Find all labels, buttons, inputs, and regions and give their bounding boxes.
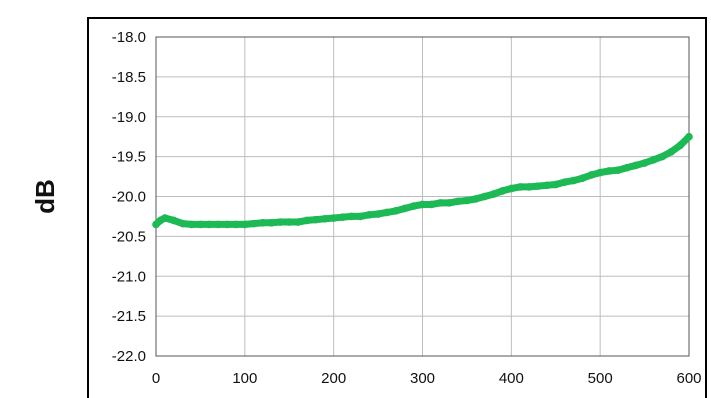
- data-point: [374, 210, 382, 218]
- data-point: [223, 220, 231, 229]
- data-point: [267, 219, 276, 227]
- y-tick-label: -22.0: [112, 348, 146, 365]
- y-tick-label: -19.0: [112, 109, 146, 126]
- data-point: [667, 148, 676, 156]
- data-point: [498, 187, 507, 195]
- data-point: [454, 197, 462, 206]
- data-point: [329, 214, 338, 222]
- data-point: [303, 216, 311, 225]
- data-point: [196, 220, 205, 229]
- y-tick-labels: -18.0 -18.5 -19.0 -19.5 -20.0 -20.5 -21.0 -21.5…: [112, 29, 146, 365]
- data-point: [285, 218, 294, 226]
- data-point: [312, 215, 320, 224]
- data-point: [623, 163, 631, 172]
- y-axis-label: dB: [30, 179, 60, 214]
- x-tick-label: 600: [676, 370, 701, 387]
- data-point: [543, 181, 551, 190]
- data-point: [596, 168, 604, 177]
- data-point: [161, 214, 169, 222]
- data-point: [489, 190, 498, 198]
- x-tick-label: 200: [321, 370, 346, 387]
- data-point: [472, 195, 480, 203]
- data-point: [605, 167, 613, 175]
- data-point: [463, 196, 471, 205]
- data-point: [258, 219, 267, 227]
- data-point: [347, 212, 356, 221]
- data-point: [507, 184, 516, 193]
- data-point: [356, 212, 365, 221]
- data-point: [614, 166, 622, 174]
- data-point: [232, 220, 240, 229]
- data-point: [214, 220, 222, 229]
- data-point: [640, 159, 649, 167]
- data-point: [169, 216, 178, 225]
- x-tick-label: 500: [588, 370, 613, 387]
- data-point: [685, 132, 693, 141]
- data-point: [516, 183, 525, 191]
- data-point: [320, 215, 329, 223]
- data-point: [649, 156, 658, 164]
- x-tick-label: 0: [152, 370, 160, 387]
- data-point: [569, 176, 578, 185]
- y-tick-label: -19.5: [112, 149, 146, 166]
- data-point: [436, 199, 445, 207]
- data-point: [534, 182, 542, 190]
- y-tick-label: -21.5: [112, 308, 146, 325]
- data-point: [658, 152, 667, 161]
- data-point: [578, 174, 587, 182]
- data-point: [409, 202, 418, 210]
- data-point: [418, 200, 427, 209]
- x-tick-label: 300: [410, 370, 435, 387]
- data-point: [276, 218, 285, 226]
- y-tick-label: -20.5: [112, 228, 146, 245]
- data-point: [294, 218, 302, 226]
- data-point: [178, 219, 187, 228]
- x-tick-label: 100: [232, 370, 257, 387]
- data-point: [587, 171, 596, 179]
- data-point: [676, 141, 684, 150]
- y-tick-label: -20.0: [112, 189, 146, 206]
- data-point: [525, 183, 533, 191]
- data-point: [187, 220, 196, 229]
- data-point: [560, 178, 569, 186]
- data-point: [480, 192, 489, 201]
- y-tick-label: -18.5: [112, 69, 146, 86]
- chart-frame: [87, 17, 707, 398]
- series-points: [152, 132, 693, 229]
- data-point: [400, 204, 409, 213]
- data-point: [365, 211, 374, 219]
- data-point: [249, 219, 258, 228]
- plot-area-border: [155, 36, 690, 357]
- y-tick-label: -18.0: [112, 29, 146, 46]
- data-point: [338, 213, 347, 222]
- data-point: [427, 200, 436, 209]
- data-point: [392, 207, 400, 215]
- y-tick-label: -21.0: [112, 268, 146, 285]
- data-point: [631, 161, 640, 170]
- data-point: [241, 220, 249, 229]
- data-point: [445, 199, 453, 207]
- x-tick-labels: 0 100 200 300 400 500 600: [152, 370, 702, 387]
- x-tick-label: 400: [499, 370, 524, 387]
- data-point: [551, 180, 560, 189]
- data-point: [383, 208, 391, 217]
- data-point: [205, 220, 214, 229]
